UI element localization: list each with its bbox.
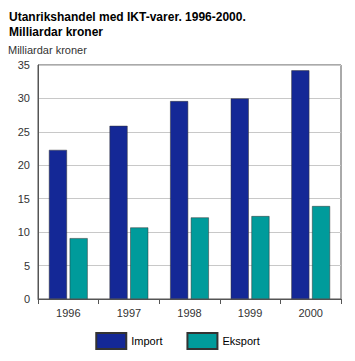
svg-text:Eksport: Eksport (222, 335, 259, 347)
svg-text:25: 25 (18, 126, 30, 138)
svg-text:1997: 1997 (117, 307, 141, 319)
svg-text:Utanrikshandel med IKT-varer.: Utanrikshandel med IKT-varer. 1996-2000. (9, 10, 246, 24)
svg-text:0: 0 (24, 293, 30, 305)
svg-text:30: 30 (18, 92, 30, 104)
svg-text:1996: 1996 (56, 307, 80, 319)
svg-text:Milliardar kroner: Milliardar kroner (9, 25, 103, 39)
svg-text:15: 15 (18, 193, 30, 205)
svg-text:1999: 1999 (238, 307, 262, 319)
svg-text:10: 10 (18, 226, 30, 238)
svg-text:1998: 1998 (177, 307, 201, 319)
svg-text:2000: 2000 (298, 307, 322, 319)
svg-text:20: 20 (18, 159, 30, 171)
svg-text:Import: Import (131, 335, 162, 347)
svg-text:5: 5 (24, 260, 30, 272)
svg-text:35: 35 (18, 59, 30, 71)
svg-text:Milliardar kroner: Milliardar kroner (8, 44, 87, 56)
